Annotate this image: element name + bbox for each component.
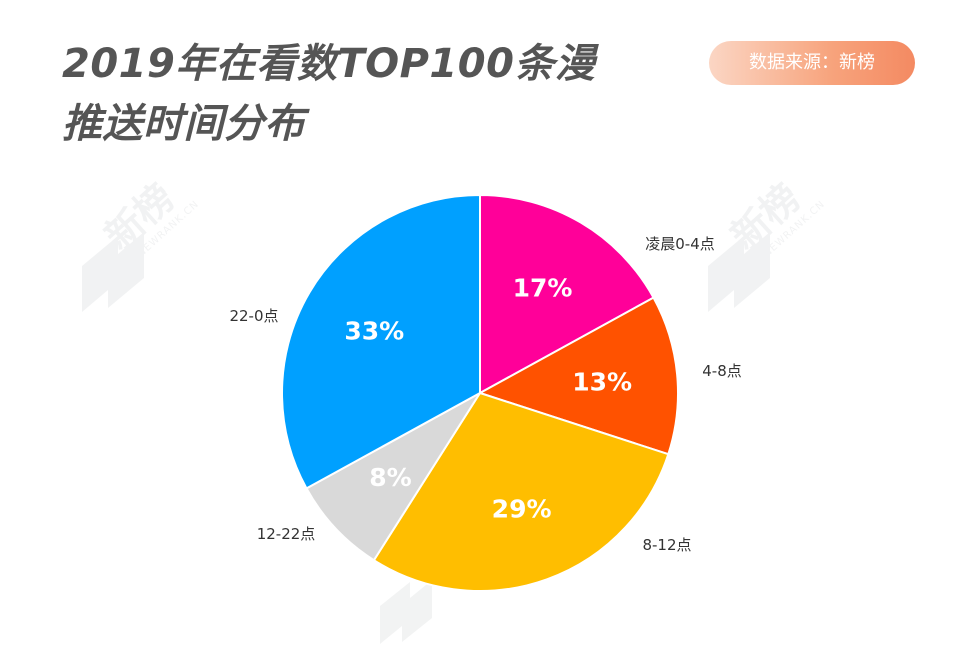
pie-percent-labels: 17% 13% 29% 8% 33% (344, 273, 632, 523)
pie-percent-label-5: 33% (344, 317, 404, 346)
pie-percent-label-1: 17% (513, 273, 573, 302)
pie-slice-1 (479, 194, 655, 394)
pie-slices (281, 194, 679, 592)
pie-category-labels: 凌晨0-4点 4-8点 8-12点 12-22点 22-0点 (229, 235, 741, 554)
pie-category-label-1: 凌晨0-4点 (645, 235, 715, 253)
chart-title-line-1: 2019年在看数TOP100条漫 (62, 41, 596, 87)
pie-percent-label-4: 8% (369, 463, 411, 492)
data-source-badge: 数据来源：新榜 (709, 41, 915, 85)
pie-percent-label-2: 13% (572, 367, 632, 396)
pie-slice-4 (305, 392, 481, 562)
chart-title: 2019年在看数TOP100条漫 推送时间分布 (62, 34, 682, 154)
pie-category-label-2: 4-8点 (702, 362, 742, 380)
pie-slice-5 (281, 194, 481, 490)
pie-percent-label-3: 29% (492, 495, 552, 524)
pie-slice-2 (479, 296, 679, 456)
pie-slice-3 (372, 392, 670, 592)
pie-category-label-3: 8-12点 (642, 536, 691, 554)
pie-category-label-5: 22-0点 (229, 307, 278, 325)
pie-category-label-4: 12-22点 (257, 525, 316, 543)
chart-title-line-2: 推送时间分布 (62, 101, 305, 147)
